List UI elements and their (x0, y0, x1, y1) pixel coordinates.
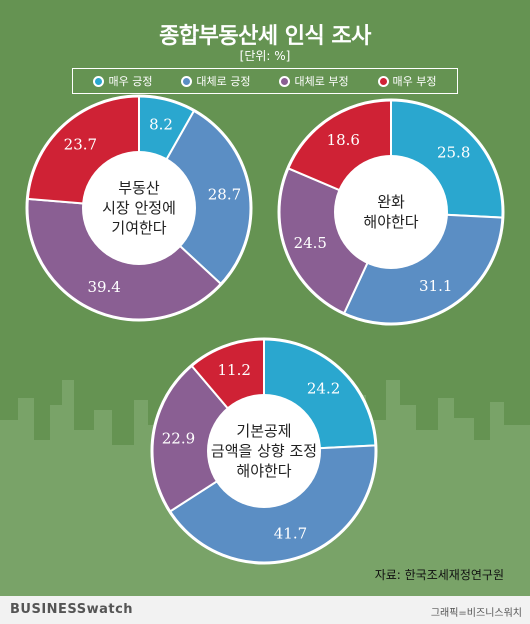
chart-title: 종합부동산세 인식 조사 (159, 24, 371, 49)
source-note: 자료: 한국조세재정연구원 (374, 568, 504, 582)
donut-center-text: 금액을 상향 조정 (211, 442, 317, 460)
donut-outer-ring (25, 94, 253, 322)
donut-center (82, 151, 196, 265)
donut-center-text: 해야한다 (236, 462, 291, 480)
legend-swatch (181, 75, 193, 87)
city-skyline (0, 380, 530, 596)
legend: 매우 긍정 대체로 긍정 대체로 부정 매우 부정 (72, 68, 458, 94)
donut-outer-ring (277, 98, 505, 326)
legend-item-positive: 대체로 긍정 (181, 73, 251, 89)
legend-item-very-negative: 매우 부정 (377, 73, 437, 89)
slice-value-label: 41.7 (274, 524, 307, 542)
donut-center-text: 시장 안정에 (102, 199, 176, 217)
slice-value-label: 8.2 (149, 115, 173, 133)
legend-label: 매우 긍정 (108, 75, 153, 88)
legend-label: 대체로 부정 (294, 75, 349, 88)
donut-center (207, 394, 321, 508)
slice-value-label: 24.5 (294, 234, 327, 252)
legend-item-very-positive: 매우 긍정 (93, 73, 152, 89)
donut-outer-ring (150, 337, 378, 565)
slice-value-label: 24.2 (307, 379, 340, 397)
donut-center-text: 기본공제 (236, 422, 291, 440)
donut-center-text: 기여한다 (111, 219, 166, 237)
legend-item-negative: 대체로 부정 (279, 73, 349, 89)
slice-value-label: 31.1 (419, 277, 452, 295)
brand-logo: BUSINESSwatch (10, 602, 134, 617)
footer-bar (0, 596, 530, 624)
slice-value-label: 11.2 (217, 361, 250, 379)
donut-center-text: 해야한다 (363, 213, 418, 231)
unit-label: [단위: %] (239, 49, 291, 63)
slice-value-label: 25.8 (437, 143, 470, 161)
slice-value-label: 28.7 (208, 186, 241, 204)
legend-swatch (377, 75, 389, 87)
slice-value-label: 18.6 (327, 131, 360, 149)
graphic-credit: 그래픽=비즈니스워치 (430, 608, 522, 619)
slice-value-label: 39.4 (87, 278, 120, 296)
legend-swatch (93, 75, 105, 87)
slice-value-label: 23.7 (64, 135, 97, 153)
donut-center (334, 155, 448, 269)
legend-label: 대체로 긍정 (196, 75, 251, 88)
legend-label: 매우 부정 (392, 75, 437, 88)
legend-swatch (279, 75, 291, 87)
slice-value-label: 22.9 (162, 429, 195, 447)
donut-center-text: 부동산 (118, 179, 160, 197)
donut-center-text: 완화 (377, 193, 405, 211)
